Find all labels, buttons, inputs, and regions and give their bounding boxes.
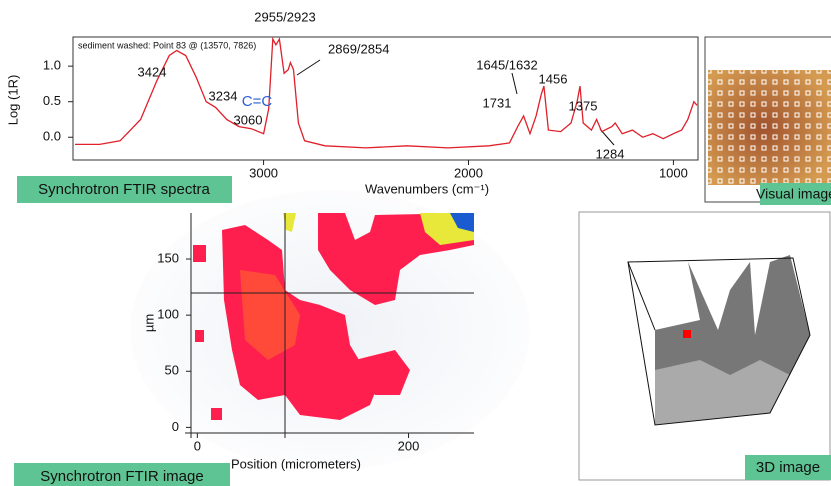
x-tick-label: 200 xyxy=(398,438,420,453)
x-axis-label: Position (micrometers) xyxy=(231,456,361,471)
wireframe xyxy=(628,262,655,330)
peak-annotation: 2955/2923 xyxy=(254,9,315,24)
y-axis-label: µm xyxy=(141,314,156,332)
peak-annotation: 2869/2854 xyxy=(328,41,389,56)
panel-label: Synchrotron FTIR spectra xyxy=(38,181,210,198)
y-tick-label: 50 xyxy=(165,363,179,378)
x-tick-label: 3000 xyxy=(249,165,278,180)
peak-annotation: 1731 xyxy=(483,95,512,110)
arrow xyxy=(512,73,517,94)
panel-label: Visual image xyxy=(756,186,831,202)
x-axis-label: Wavenumbers (cm⁻¹) xyxy=(365,181,489,196)
y-tick-label: 150 xyxy=(157,250,179,265)
visual-grid xyxy=(708,70,831,185)
x-tick-label: 0 xyxy=(194,438,201,453)
peak-annotation: 1375 xyxy=(569,98,598,113)
spectrum-title: sediment washed: Point 83 @ (13570, 7826… xyxy=(78,40,256,50)
peak-annotation: 1284 xyxy=(596,146,625,161)
y-tick-label: 0.5 xyxy=(43,93,61,108)
x-tick-label: 2000 xyxy=(454,165,483,180)
panel-label: Synchrotron FTIR image xyxy=(40,468,203,485)
peak-annotation: 1645/1632 xyxy=(476,57,537,72)
peak-annotation: 3060 xyxy=(234,112,263,127)
y-tick-label: 100 xyxy=(157,307,179,322)
peak-annotation: 3424 xyxy=(138,64,167,79)
peak-annotation: 3234 xyxy=(209,88,238,103)
peak-annotation: C=C xyxy=(242,93,273,110)
y-axis-label: Log (1R) xyxy=(5,75,20,126)
peak-annotation: 1456 xyxy=(539,71,568,86)
y-tick-label: 1.0 xyxy=(43,58,61,73)
panel-label: 3D image xyxy=(756,459,820,476)
y-tick-label: 0 xyxy=(172,419,179,434)
arrow xyxy=(297,60,320,75)
x-tick-label: 1000 xyxy=(659,165,688,180)
point-marker xyxy=(683,330,691,338)
y-tick-label: 0.0 xyxy=(43,129,61,144)
figure: sediment washed: Point 83 @ (13570, 7826… xyxy=(0,0,831,486)
